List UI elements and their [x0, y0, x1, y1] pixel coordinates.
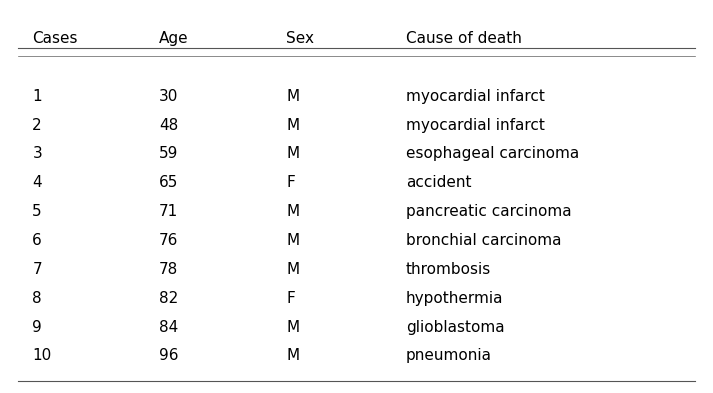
Text: 2: 2: [32, 118, 42, 133]
Text: Cases: Cases: [32, 31, 78, 46]
Text: myocardial infarct: myocardial infarct: [406, 89, 545, 104]
Text: 1: 1: [32, 89, 42, 104]
Text: Cause of death: Cause of death: [406, 31, 522, 46]
Text: 96: 96: [159, 349, 179, 364]
Text: 9: 9: [32, 320, 42, 334]
Text: M: M: [286, 118, 299, 133]
Text: hypothermia: hypothermia: [406, 291, 503, 306]
Text: 48: 48: [159, 118, 178, 133]
Text: 84: 84: [159, 320, 178, 334]
Text: M: M: [286, 233, 299, 248]
Text: 10: 10: [32, 349, 51, 364]
Text: 65: 65: [159, 175, 178, 190]
Text: 7: 7: [32, 262, 42, 277]
Text: M: M: [286, 349, 299, 364]
Text: 82: 82: [159, 291, 178, 306]
Text: M: M: [286, 320, 299, 334]
Text: 4: 4: [32, 175, 42, 190]
Text: glioblastoma: glioblastoma: [406, 320, 505, 334]
Text: pneumonia: pneumonia: [406, 349, 492, 364]
Text: M: M: [286, 262, 299, 277]
Text: F: F: [286, 291, 294, 306]
Text: F: F: [286, 175, 294, 190]
Text: accident: accident: [406, 175, 471, 190]
Text: M: M: [286, 147, 299, 162]
Text: M: M: [286, 204, 299, 219]
Text: 59: 59: [159, 147, 178, 162]
Text: 76: 76: [159, 233, 178, 248]
Text: Age: Age: [159, 31, 189, 46]
Text: 71: 71: [159, 204, 178, 219]
Text: 6: 6: [32, 233, 42, 248]
Text: pancreatic carcinoma: pancreatic carcinoma: [406, 204, 571, 219]
Text: 30: 30: [159, 89, 178, 104]
Text: Sex: Sex: [286, 31, 314, 46]
Text: 5: 5: [32, 204, 42, 219]
Text: 3: 3: [32, 147, 42, 162]
Text: bronchial carcinoma: bronchial carcinoma: [406, 233, 561, 248]
Text: M: M: [286, 89, 299, 104]
Text: esophageal carcinoma: esophageal carcinoma: [406, 147, 579, 162]
Text: thrombosis: thrombosis: [406, 262, 491, 277]
Text: myocardial infarct: myocardial infarct: [406, 118, 545, 133]
Text: 8: 8: [32, 291, 42, 306]
Text: 78: 78: [159, 262, 178, 277]
